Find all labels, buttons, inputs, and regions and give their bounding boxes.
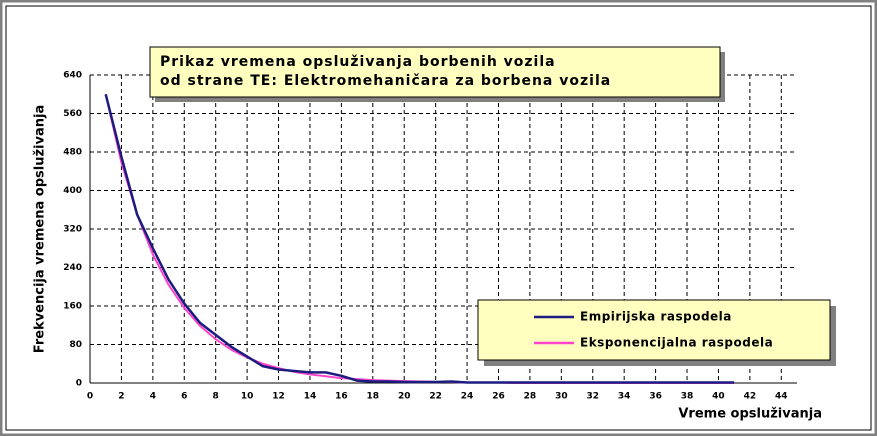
x-axis-label: Vreme opsluživanja xyxy=(678,407,822,422)
x-tick-label: 0 xyxy=(87,392,93,402)
x-tick-label: 4 xyxy=(150,392,156,402)
x-tick-label: 12 xyxy=(272,392,285,402)
y-axis-label: Frekvencija vremena opsluživanja xyxy=(33,105,48,353)
x-tick-label: 2 xyxy=(118,392,124,402)
x-tick-label: 32 xyxy=(586,392,599,402)
x-tick-label: 36 xyxy=(649,392,662,402)
y-tick-label: 320 xyxy=(63,225,82,235)
x-tick-label: 30 xyxy=(555,392,568,402)
y-tick-label: 400 xyxy=(63,186,82,196)
y-tick-label: 240 xyxy=(63,263,82,273)
x-tick-label: 44 xyxy=(775,392,788,402)
y-tick-label: 80 xyxy=(69,340,82,350)
chart-title: Prikaz vremena opsluživanja borbenih voz… xyxy=(160,54,556,70)
y-tick-label: 640 xyxy=(63,71,82,81)
title-box xyxy=(149,46,721,98)
x-tick-label: 24 xyxy=(461,392,474,402)
x-tick-label: 22 xyxy=(429,392,442,402)
series-line xyxy=(104,93,735,384)
x-tick-label: 34 xyxy=(618,392,631,402)
inner-frame xyxy=(5,5,872,431)
x-tick-label: 38 xyxy=(681,392,694,402)
legend-box xyxy=(477,299,831,361)
y-tick-label: 480 xyxy=(63,148,82,158)
x-tick-label: 42 xyxy=(744,392,757,402)
x-tick-label: 28 xyxy=(524,392,537,402)
x-tick-label: 26 xyxy=(492,392,505,402)
x-tick-label: 20 xyxy=(398,392,411,402)
x-tick-label: 18 xyxy=(367,392,380,402)
x-tick-label: 8 xyxy=(213,392,219,402)
y-tick-label: 0 xyxy=(76,379,82,389)
y-tick-label: 560 xyxy=(63,109,82,119)
chart-title: od strane TE: Elektromehaničara za borbe… xyxy=(160,73,611,89)
x-tick-label: 40 xyxy=(712,392,725,402)
x-tick-label: 6 xyxy=(181,392,187,402)
legend-label: Eksponencijalna raspodela xyxy=(580,336,773,350)
y-tick-label: 160 xyxy=(63,302,82,312)
x-tick-label: 16 xyxy=(335,392,348,402)
x-tick-label: 14 xyxy=(304,392,317,402)
legend-label: Empirijska raspodela xyxy=(580,310,732,324)
x-tick-label: 10 xyxy=(241,392,254,402)
